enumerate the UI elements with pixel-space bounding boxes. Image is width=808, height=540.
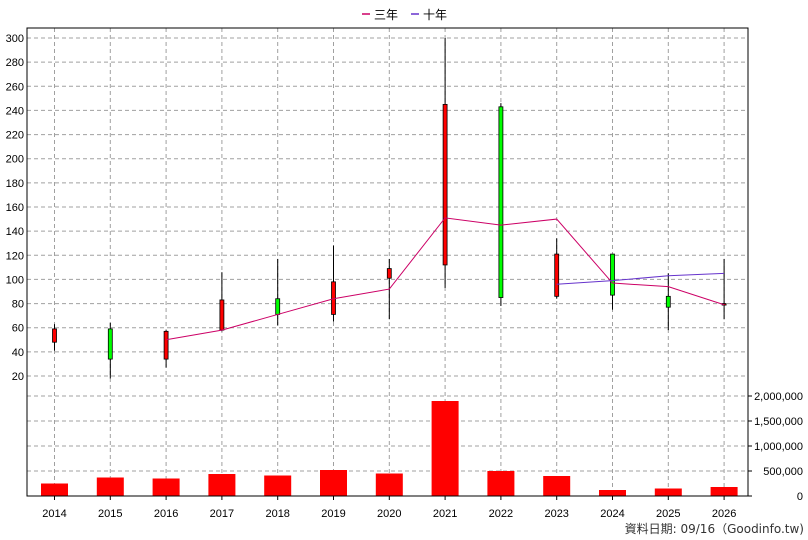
price-tick-label: 240	[6, 105, 24, 117]
volume-tick-label: 2,000,000	[754, 391, 803, 403]
axis-layer: 20 40 60 80 100 120 140 160 180 200 220 240 260 280 30…	[6, 27, 803, 520]
candle-body-2014	[52, 328, 57, 343]
price-tick-label: 180	[6, 178, 24, 190]
legend-label-3yr: 三年	[374, 8, 398, 22]
volume-bar-2023	[543, 476, 571, 496]
volume-bar-2018	[264, 475, 292, 496]
year-tick-label: 2021	[433, 508, 457, 520]
candle-body-2020	[386, 268, 392, 279]
price-tick-label: 20	[12, 371, 24, 383]
price-tick-label: 40	[12, 347, 24, 359]
year-tick-label: 2015	[98, 508, 122, 520]
price-tick-label: 160	[6, 202, 24, 214]
ma-line-3yr	[166, 217, 725, 341]
year-tick-label: 2023	[544, 508, 568, 520]
volume-bar-2019	[320, 470, 347, 496]
price-tick-label: 300	[6, 33, 24, 45]
candle-body-2017	[219, 299, 225, 331]
candle-body-2021	[442, 103, 448, 266]
year-tick-label: 2022	[489, 508, 513, 520]
volume-bar-2021	[431, 401, 459, 496]
price-tick-label: 100	[6, 274, 24, 286]
volume-bar-2014	[41, 483, 68, 496]
volume-layer	[41, 401, 738, 496]
year-tick-label: 2017	[210, 508, 234, 520]
year-tick-label: 2019	[321, 508, 345, 520]
year-tick-label: 2016	[154, 508, 178, 520]
grid-layer	[27, 28, 748, 496]
volume-bar-2024	[599, 490, 626, 496]
legend: 三年 十年	[362, 8, 447, 22]
plot-frame	[26, 27, 749, 497]
volume-bar-2025	[654, 488, 682, 496]
price-tick-label: 200	[6, 154, 24, 166]
price-tick-label: 120	[6, 250, 24, 262]
volume-tick-label: 1,000,000	[754, 441, 803, 453]
price-tick-label: 280	[6, 57, 24, 69]
volume-tick-label: 0	[797, 491, 803, 503]
year-tick-label: 2024	[600, 508, 624, 520]
volume-tick-label: 1,500,000	[754, 416, 803, 428]
price-tick-label: 140	[6, 226, 24, 238]
price-tick-label: 80	[12, 299, 24, 311]
ma-line-10yr	[556, 272, 725, 285]
price-tick-label: 60	[12, 323, 24, 335]
candle-body-2024	[610, 253, 615, 296]
year-tick-label: 2014	[42, 508, 66, 520]
price-tick-label: 260	[6, 81, 24, 93]
volume-bar-2016	[152, 478, 180, 496]
volume-bar-2017	[208, 474, 236, 496]
price-tick-label: 220	[6, 130, 24, 142]
candle-body-2018	[275, 298, 281, 315]
legend-label-10yr: 十年	[423, 8, 447, 22]
year-tick-label: 2025	[656, 508, 680, 520]
year-tick-label: 2026	[712, 508, 736, 520]
volume-bar-2020	[375, 473, 403, 496]
candle-body-2025	[665, 295, 671, 308]
candle-body-2016	[163, 330, 169, 360]
volume-tick-label: 500,000	[763, 466, 803, 478]
year-tick-label: 2018	[265, 508, 289, 520]
volume-bar-2015	[96, 477, 124, 496]
volume-bar-2022	[487, 471, 515, 496]
candle-body-2015	[107, 328, 113, 360]
volume-bar-2026	[710, 487, 738, 496]
year-tick-label: 2020	[377, 508, 401, 520]
line-layer	[166, 217, 725, 341]
data-date-footer: 資料日期: 09/16（Goodinfo.tw)	[625, 522, 804, 536]
candle-body-2023	[554, 253, 560, 297]
candle-body-2022	[498, 106, 504, 298]
